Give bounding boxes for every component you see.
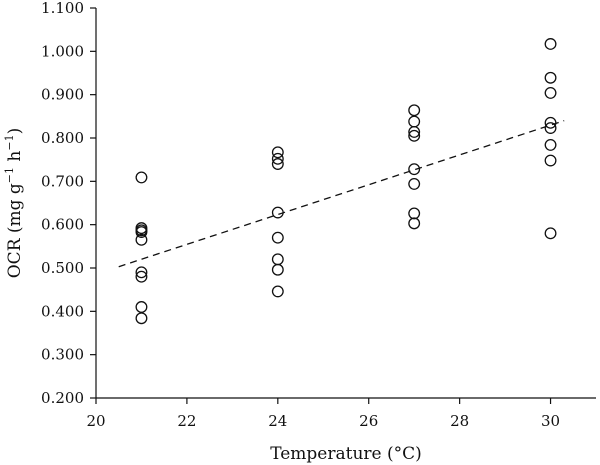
data-point [135, 233, 148, 246]
data-point [271, 206, 284, 219]
data-point [271, 231, 284, 244]
x-tick-label: 24 [268, 412, 287, 430]
data-point [271, 285, 284, 298]
x-tick-label: 26 [359, 412, 378, 430]
x-tick-label: 28 [450, 412, 469, 430]
y-axis-label-sup1: −1 [3, 167, 16, 183]
data-point [544, 154, 557, 167]
data-point [544, 38, 557, 50]
y-tick-label: 1.000 [41, 42, 84, 60]
data-point [271, 146, 284, 159]
data-point [135, 171, 148, 184]
y-tick-label: 0.900 [41, 86, 84, 104]
y-axis-label-sup2: −1 [3, 134, 16, 150]
trend-line [118, 120, 565, 268]
data-point [408, 115, 421, 128]
y-axis-ticks: 0.200 0.300 0.400 0.500 0.600 0.700 0.800 0.900… [41, 0, 96, 407]
data-point [135, 301, 148, 313]
data-point [135, 226, 148, 238]
data-point [544, 138, 557, 151]
data-point [271, 253, 284, 266]
data-points [135, 38, 557, 325]
data-point [408, 129, 421, 142]
y-tick-label: 1.100 [41, 0, 84, 17]
y-tick-label: 0.500 [41, 259, 84, 277]
y-tick-label: 0.800 [41, 129, 84, 147]
x-tick-label: 20 [86, 412, 105, 430]
data-point [544, 71, 557, 84]
y-axis-label: OCR (mg g−1 h−1) [3, 128, 25, 279]
y-tick-label: 0.300 [41, 346, 84, 364]
y-tick-label: 0.700 [41, 172, 84, 190]
data-point [408, 217, 421, 230]
data-point [408, 207, 421, 220]
data-point [408, 104, 421, 117]
data-point [271, 152, 284, 165]
data-point [544, 116, 557, 129]
data-point [135, 270, 148, 283]
data-point [544, 122, 557, 134]
data-point [408, 163, 421, 176]
y-axis-label-end: ) [5, 128, 25, 135]
x-tick-label: 22 [177, 412, 196, 430]
data-point [544, 227, 557, 240]
y-tick-label: 0.600 [41, 216, 84, 234]
y-axis-label-mid: h [5, 151, 25, 167]
x-tick-label: 30 [541, 412, 560, 430]
data-point [271, 158, 284, 170]
data-point [408, 177, 421, 190]
data-point [544, 86, 557, 99]
plot-area [95, 8, 596, 399]
data-point [135, 312, 148, 325]
y-tick-label: 0.200 [41, 389, 84, 407]
x-axis-ticks: 20 22 24 26 28 30 [86, 398, 560, 430]
y-axis-label-base: OCR (mg g [5, 183, 25, 278]
data-point [408, 125, 421, 138]
data-point [271, 263, 284, 276]
x-axis-label: Temperature (°C) [270, 444, 422, 464]
data-point [135, 266, 148, 279]
y-tick-label: 0.400 [41, 302, 84, 320]
